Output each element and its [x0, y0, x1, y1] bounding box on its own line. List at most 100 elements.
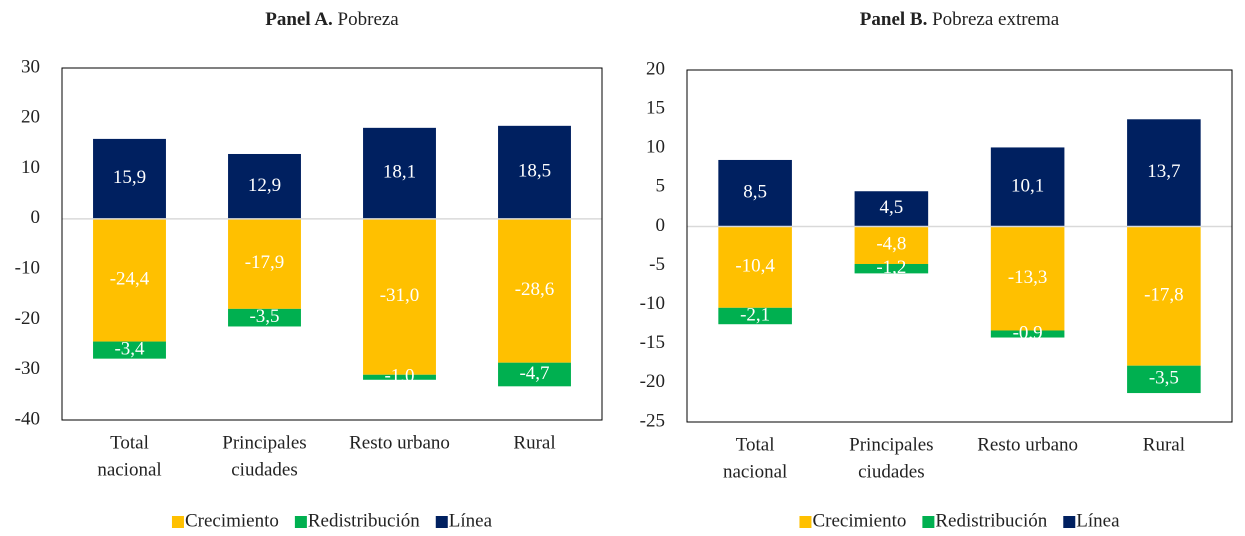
plot-border [61, 67, 603, 421]
panel-label: Panel A. [265, 9, 333, 30]
bar-segment [498, 362, 571, 387]
chart-title: Panel B. Pobreza extrema [860, 9, 1060, 30]
bar-segment [498, 218, 571, 363]
y-tick-label: 20 [21, 107, 40, 128]
legend-swatch [922, 516, 935, 528]
y-tick-label: -5 [649, 254, 665, 275]
panel-label: Panel B. [860, 9, 928, 30]
legend-label: Redistribución [935, 510, 1047, 531]
bar-segment [990, 147, 1065, 227]
value-label: -1,2 [876, 257, 906, 278]
bar-segment [718, 226, 792, 308]
value-label: -17,8 [1144, 284, 1184, 305]
bar-segment [1127, 365, 1201, 394]
y-tick-label: 0 [31, 207, 41, 228]
bar-segment [93, 341, 166, 359]
value-label: 15,9 [113, 167, 146, 188]
legend-label: Línea [1076, 510, 1120, 531]
y-tick-label: 5 [656, 176, 666, 197]
bar-segment [93, 218, 166, 342]
x-tick-label: Resto urbano [349, 432, 450, 453]
y-tick-label: 15 [646, 97, 665, 118]
legend-label: Crecimiento [185, 510, 279, 531]
value-label: 13,7 [1147, 161, 1180, 182]
x-tick-label: Total [736, 434, 775, 455]
bar-segment [363, 127, 436, 219]
bar-segment [718, 159, 792, 227]
y-tick-label: -10 [15, 258, 40, 279]
value-label: 18,5 [518, 161, 551, 182]
bar-segment [93, 138, 166, 219]
y-tick-label: -20 [15, 308, 40, 329]
legend-swatch [435, 516, 448, 528]
legend-swatch [294, 516, 307, 528]
chart-title: Panel A. Pobreza [265, 9, 399, 30]
x-tick-label: Total [110, 432, 149, 453]
bar-segment [854, 191, 929, 227]
value-label: -1,0 [384, 366, 414, 387]
y-tick-label: 30 [21, 56, 40, 77]
bar-segment [1127, 119, 1201, 227]
plot-border [686, 69, 1233, 423]
legend-swatch [1063, 516, 1076, 528]
value-label: -2,1 [740, 304, 770, 325]
legend-label: Redistribución [308, 510, 420, 531]
value-label: -10,4 [735, 255, 775, 276]
x-tick-label: Principales [849, 434, 933, 455]
value-label: -3,5 [249, 306, 279, 327]
bar-segment [228, 308, 301, 327]
value-label: -3,5 [1149, 368, 1179, 389]
legend-swatch [799, 516, 812, 528]
y-tick-label: 20 [646, 58, 665, 79]
bar-segment [363, 218, 436, 375]
bar-segment [854, 263, 929, 274]
value-label: -17,9 [245, 252, 285, 273]
title-text: Pobreza extrema [932, 9, 1060, 30]
y-tick-label: -30 [15, 358, 40, 379]
title-text: Pobreza [338, 9, 400, 30]
legend-swatch [171, 516, 184, 528]
x-tick-label: Rural [513, 432, 555, 453]
y-tick-label: -10 [640, 293, 665, 314]
bar-segment [854, 226, 929, 264]
value-label: 10,1 [1011, 175, 1044, 196]
value-label: 18,1 [383, 162, 416, 183]
bar-segment [990, 226, 1065, 331]
x-tick-label: ciudades [858, 461, 924, 482]
value-label: -28,6 [515, 279, 555, 300]
y-tick-label: 10 [646, 137, 665, 158]
y-tick-label: 0 [656, 215, 666, 236]
y-tick-label: -40 [15, 408, 40, 429]
bar-segment [718, 307, 792, 325]
x-tick-label: ciudades [231, 459, 297, 480]
x-tick-label: Principales [222, 432, 306, 453]
value-label: -24,4 [110, 269, 150, 290]
bar-segment [228, 218, 301, 309]
y-tick-label: -20 [640, 371, 665, 392]
y-tick-label: 10 [21, 157, 40, 178]
value-label: -13,3 [1008, 267, 1048, 288]
x-tick-label: nacional [97, 459, 161, 480]
value-label: 12,9 [248, 175, 281, 196]
legend: Crecimiento Redistribución Línea [171, 510, 493, 531]
value-label: -0,9 [1013, 322, 1043, 343]
bar-segment [990, 330, 1065, 338]
value-label: 8,5 [743, 182, 767, 203]
value-label: -31,0 [380, 285, 420, 306]
value-label: 4,5 [880, 197, 904, 218]
x-tick-label: Rural [1143, 434, 1185, 455]
y-tick-label: -15 [640, 332, 665, 353]
bar-segment [1127, 226, 1201, 366]
bar-segment [228, 153, 301, 219]
value-label: -4,7 [519, 363, 549, 384]
x-tick-label: Resto urbano [977, 434, 1078, 455]
value-label: -4,8 [876, 234, 906, 255]
legend-label: Línea [449, 510, 493, 531]
x-tick-label: nacional [723, 461, 787, 482]
legend: Crecimiento Redistribución Línea [799, 510, 1120, 531]
y-tick-label: -25 [640, 410, 665, 431]
bar-segment [498, 125, 571, 219]
value-label: -3,4 [114, 338, 145, 359]
bar-segment [363, 374, 436, 380]
